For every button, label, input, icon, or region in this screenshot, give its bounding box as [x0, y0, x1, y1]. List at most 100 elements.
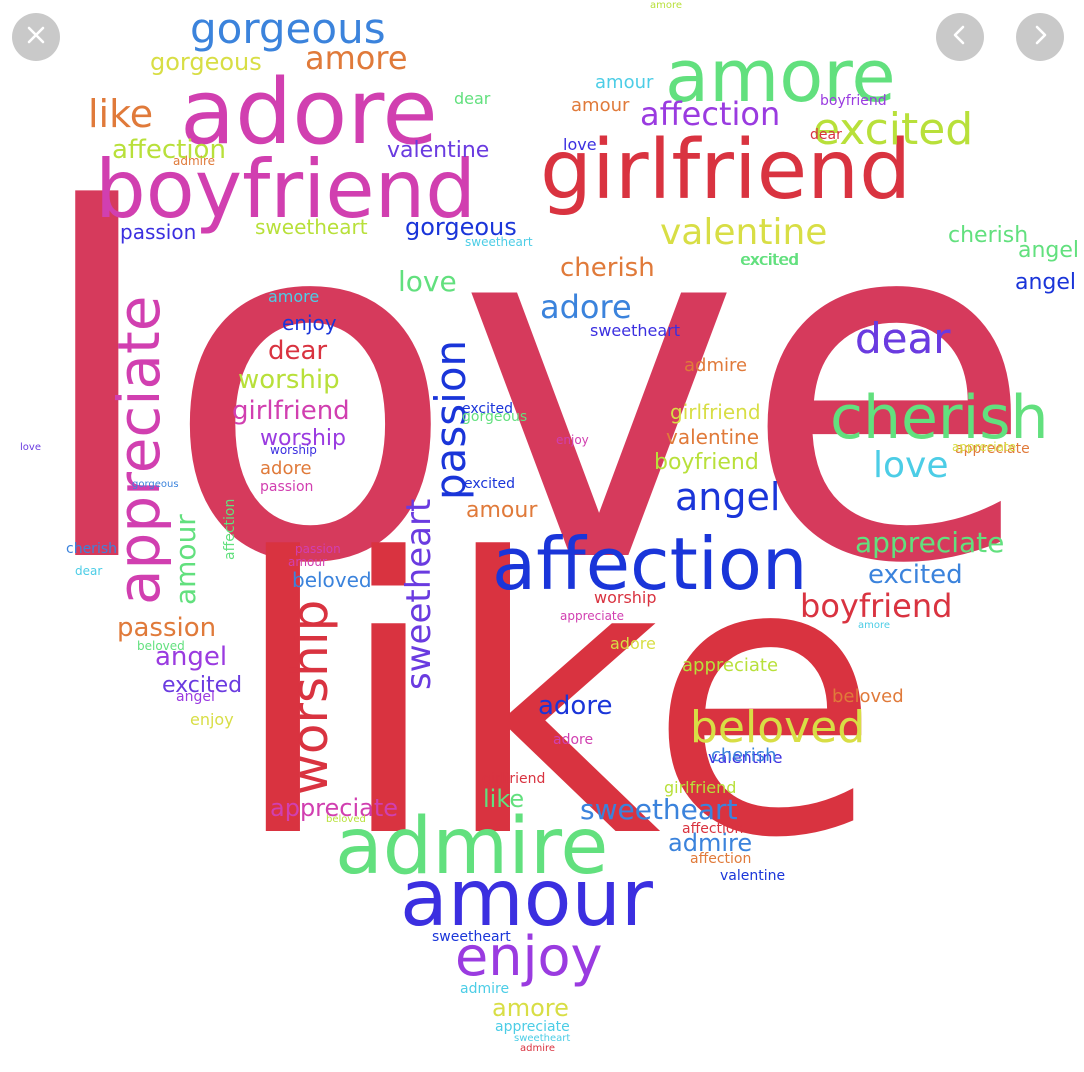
word-valentine: valentine: [660, 212, 828, 253]
word-passion: passion: [260, 479, 314, 495]
word-love: love: [398, 265, 457, 298]
word-angel: angel: [1015, 270, 1077, 295]
word-girlfriend: girlfriend: [664, 778, 737, 797]
word-adore: adore: [538, 691, 613, 721]
word-gorgeous: gorgeous: [405, 213, 517, 241]
word-passion: passion: [295, 542, 341, 556]
word-excited: excited: [741, 250, 800, 269]
word-girlfriend: girlfriend: [540, 123, 912, 218]
word-adore: adore: [553, 732, 594, 748]
word-boyfriend: boyfriend: [800, 587, 953, 625]
word-enjoy: enjoy: [455, 925, 603, 988]
word-admire: admire: [335, 802, 609, 892]
close-icon: [24, 23, 48, 51]
word-sweetheart: sweetheart: [399, 498, 439, 690]
word-boyfriend: boyfriend: [95, 143, 477, 236]
chevron-right-icon: [1028, 23, 1052, 51]
word-amour: amour: [595, 72, 654, 93]
word-angel: angel: [176, 689, 215, 705]
word-appreciate: appreciate: [495, 1019, 570, 1035]
word-gorgeous: gorgeous: [462, 409, 528, 425]
word-appreciate: appreciate: [855, 526, 1005, 559]
word-excited: excited: [868, 560, 963, 590]
word-gorgeous: gorgeous: [132, 479, 179, 490]
word-sweetheart: sweetheart: [580, 793, 738, 826]
word-cherish: cherish: [66, 541, 117, 557]
word-beloved: beloved: [690, 702, 866, 753]
word-admire: admire: [668, 829, 753, 857]
word-love: love: [873, 445, 949, 486]
word-worship: worship: [270, 443, 317, 457]
word-excited: excited: [462, 401, 513, 417]
next-button[interactable]: [1016, 13, 1064, 61]
word-affection: affection: [682, 821, 744, 837]
word-valentine: valentine: [666, 425, 760, 449]
word-affection: affection: [640, 95, 781, 133]
word-appreciate: appreciate: [952, 440, 1017, 454]
word-appreciate: appreciate: [682, 655, 779, 676]
close-button[interactable]: [12, 13, 60, 61]
word-amour: amour: [571, 95, 630, 116]
word-beloved: beloved: [292, 568, 372, 592]
word-excited: excited: [162, 673, 243, 698]
word-excited: excited: [740, 250, 799, 269]
word-adore: adore: [260, 458, 312, 479]
word-worship: worship: [238, 365, 340, 395]
word-sweetheart: sweetheart: [514, 1033, 571, 1044]
word-sweetheart: sweetheart: [465, 235, 533, 249]
word-like: like: [230, 478, 882, 921]
word-cherish: cherish: [560, 253, 655, 283]
word-affection: affection: [492, 522, 808, 606]
word-valentine: valentine: [720, 868, 786, 884]
word-appreciate: appreciate: [955, 441, 1030, 457]
word-affection: affection: [112, 135, 226, 165]
word-admire: admire: [173, 154, 216, 168]
word-cherish: cherish: [948, 223, 1029, 248]
word-appreciate: appreciate: [105, 295, 173, 605]
word-angel: angel: [675, 475, 781, 519]
word-beloved: beloved: [832, 686, 904, 707]
word-dear: dear: [855, 314, 951, 363]
word-dear: dear: [75, 564, 103, 578]
word-love: love: [563, 135, 597, 154]
word-valentine: valentine: [708, 748, 783, 767]
word-gorgeous: gorgeous: [150, 48, 262, 76]
word-amour: amour: [400, 854, 654, 944]
word-sweetheart: sweetheart: [255, 215, 368, 239]
word-adore: adore: [540, 288, 632, 326]
word-worship: worship: [594, 588, 657, 607]
word-adore: adore: [610, 634, 656, 653]
word-amore: amore: [268, 287, 320, 306]
word-admire: admire: [684, 355, 748, 376]
word-sweetheart: sweetheart: [432, 929, 511, 945]
word-excited: excited: [813, 104, 974, 155]
word-like: like: [88, 92, 154, 136]
word-angel: angel: [1018, 238, 1080, 263]
word-sweetheart: sweetheart: [590, 321, 681, 340]
word-enjoy: enjoy: [556, 433, 589, 447]
word-enjoy: enjoy: [190, 710, 234, 729]
word-dear: dear: [810, 127, 842, 143]
word-beloved: beloved: [326, 814, 366, 825]
word-girlfriend: girlfriend: [670, 400, 761, 424]
word-worship: worship: [260, 426, 346, 451]
word-amore: amore: [858, 620, 891, 631]
word-affection: affection: [222, 498, 238, 560]
word-valentine: valentine: [387, 138, 490, 163]
word-admire: admire: [520, 1043, 556, 1054]
word-amore: amore: [492, 994, 569, 1022]
word-amore: amore: [650, 0, 683, 11]
word-cherish: cherish: [830, 383, 1049, 453]
word-passion: passion: [117, 613, 217, 643]
word-love: love: [20, 442, 41, 453]
word-gorgeous: gorgeous: [190, 4, 386, 53]
word-enjoy: enjoy: [282, 311, 337, 335]
word-appreciate: appreciate: [560, 609, 625, 623]
word-admire: admire: [460, 981, 510, 997]
chevron-left-icon: [948, 23, 972, 51]
word-affection: affection: [690, 851, 752, 867]
word-boyfriend: boyfriend: [654, 450, 759, 475]
word-passion: passion: [120, 220, 197, 244]
previous-button[interactable]: [936, 13, 984, 61]
word-dear: dear: [454, 89, 491, 108]
